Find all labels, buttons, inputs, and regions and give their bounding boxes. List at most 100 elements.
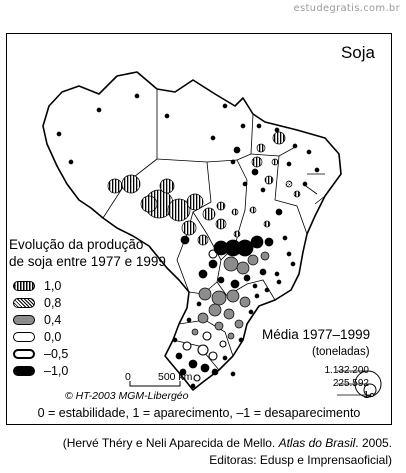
production-marker [107,178,123,194]
production-marker [236,261,250,275]
production-marker [222,103,228,109]
production-marker [68,159,74,165]
production-marker [276,279,282,285]
production-marker [275,208,283,216]
production-marker [286,161,292,167]
production-marker [193,374,201,382]
production-marker [202,207,216,221]
production-marker [181,220,197,236]
production-marker [234,319,244,329]
production-marker [293,190,301,198]
scale-zero: 0 [125,371,131,383]
production-marker [191,328,199,336]
legend-value: 0,0 [44,330,62,344]
production-marker [164,113,170,119]
vertical-stripes-swatch [13,281,35,291]
production-marker [263,220,271,228]
production-marker [186,317,192,323]
production-marker [239,296,251,308]
size-legend-mid: 225.592 [332,378,369,389]
production-marker [286,251,292,257]
legend-value: 0,8 [44,296,62,310]
production-marker [256,143,266,153]
legend-title: Evolução da produção de soja entre 1977 … [9,236,166,270]
production-marker [272,131,286,145]
production-marker [200,363,210,373]
production-marker [172,337,178,343]
production-marker [250,235,264,249]
production-marker [256,123,262,129]
production-marker [247,254,259,266]
map-credit: © HT-2003 MGM-Libergéo [65,390,189,402]
production-marker [216,201,226,211]
production-marker [188,359,198,369]
scale-label: 500 km [158,371,193,383]
production-marker [197,312,209,324]
production-marker [264,175,274,185]
scale-bar [129,381,181,387]
crosshatch-swatch [13,298,35,308]
legend-title-line2: de soja entre 1977 e 1999 [9,254,166,269]
production-marker [230,279,240,289]
size-legend-max: 1.132.200 [324,365,370,376]
production-marker [264,237,274,247]
production-marker [186,193,204,211]
source-line-2: Editoras: Edusp e Imprensaoficial) [209,453,392,467]
production-marker [314,167,320,173]
production-marker [134,93,140,99]
production-marker [251,156,263,168]
production-marker [248,309,254,315]
production-marker [96,107,102,113]
production-marker [180,235,190,245]
production-marker [227,332,235,340]
production-marker [302,181,308,187]
production-markers [56,93,320,389]
production-marker [233,146,241,154]
production-marker [231,208,239,216]
production-marker [210,135,216,141]
white-heavy-swatch [13,349,35,359]
production-marker [292,143,298,149]
production-marker [217,276,225,284]
legend-title-line1: Evolução da produção [9,237,144,252]
production-marker [190,383,196,389]
production-marker [197,234,209,246]
production-marker [282,235,288,241]
production-marker [121,174,141,194]
map-title: Soja [340,43,375,62]
production-marker [226,289,240,303]
production-marker [198,269,208,279]
production-marker [198,287,212,301]
black-swatch [13,366,35,376]
average-unit: (toneladas) [312,346,370,358]
production-marker [159,178,175,194]
production-marker [285,180,293,188]
legend-value: –0,5 [44,347,69,361]
production-marker [167,198,191,222]
white-swatch [13,332,35,342]
production-marker [252,283,258,289]
map-frame: Soja Evolução da produção de soja entre … [6,33,392,425]
production-marker [230,371,236,377]
production-marker [260,187,266,193]
production-marker [175,352,183,360]
legend-value: –1,0 [44,364,69,378]
production-marker [219,340,227,348]
production-marker [223,308,235,320]
production-marker [182,341,192,351]
production-marker [233,230,241,238]
production-marker [211,290,227,306]
production-marker [240,123,246,129]
brazil-map [42,71,382,398]
production-marker [259,268,267,276]
production-marker [260,251,270,261]
production-marker [290,261,296,267]
watermark: estudegratis.com.br [293,3,400,14]
production-marker [271,158,279,166]
production-marker [306,149,312,155]
source-title: Atlas do Brasil [278,436,356,450]
production-marker [197,344,209,356]
production-marker [264,287,270,293]
production-marker [214,321,224,331]
production-marker [230,159,236,165]
